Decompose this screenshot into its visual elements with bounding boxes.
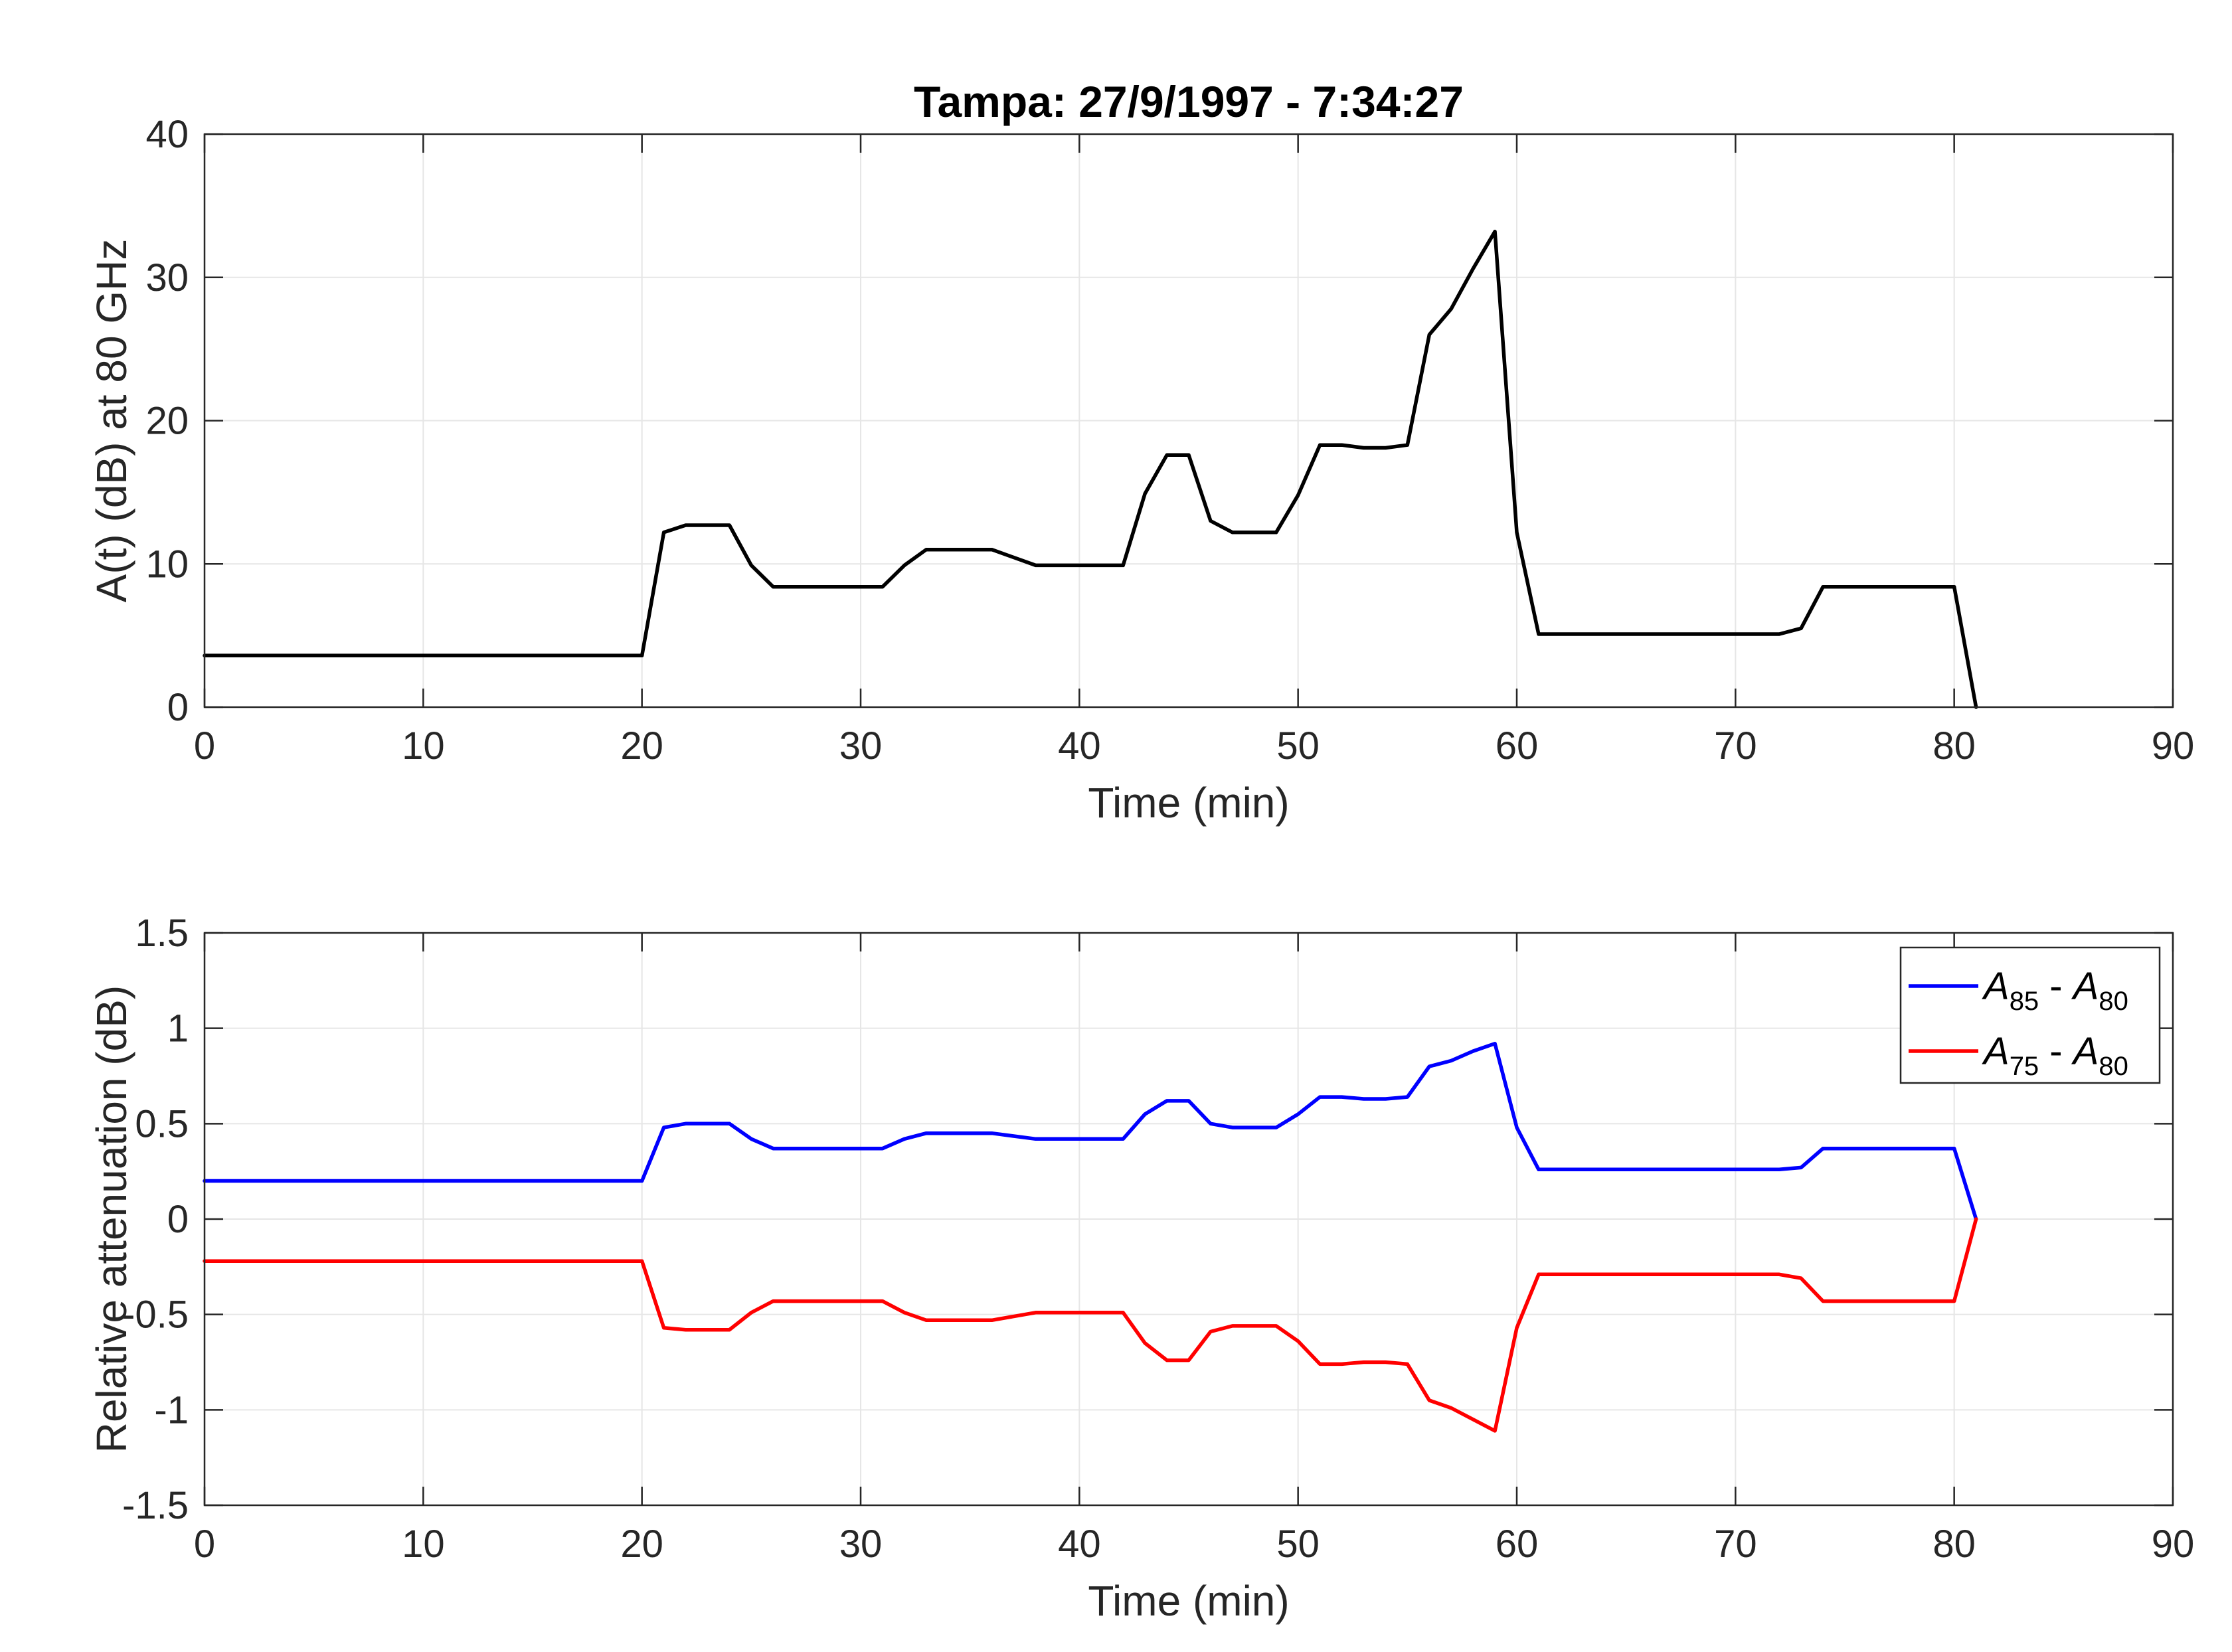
x-tick-label: 90: [2152, 1523, 2195, 1566]
x-tick-label: 60: [1496, 1523, 1539, 1566]
y-tick-label: -1.5: [122, 1484, 189, 1527]
legend-label-part: A: [1982, 965, 2010, 1008]
legend-label-part: -: [2039, 1030, 2073, 1073]
x-tick-label: 10: [402, 1523, 445, 1566]
x-axis-title: Time (min): [1088, 779, 1289, 827]
x-tick-label: 0: [194, 1523, 215, 1566]
chart-title: Tampa: 27/9/1997 - 7:34:27: [914, 77, 1464, 126]
series-line-2: [203, 1217, 1978, 1433]
x-tick-label: 80: [1932, 1523, 1976, 1566]
x-tick-label: 70: [1714, 724, 1757, 768]
legend-label-part: 85: [2010, 987, 2039, 1016]
x-tick-label: 50: [1276, 1523, 1320, 1566]
legend-label-part: -: [2039, 965, 2073, 1008]
y-tick-label: 20: [145, 400, 189, 443]
y-tick-label: 0.5: [135, 1102, 189, 1145]
y-axis-title: A(t) (dB) at 80 GHz: [88, 239, 135, 603]
x-tick-label: 40: [1058, 1523, 1101, 1566]
chart-panel-1: 0 10 20 30 40 50 60 70 80 90 0 10 20 30 40 Time (min) A(…: [88, 77, 2194, 827]
y-tick-label: 1: [167, 1007, 189, 1050]
axes-box: [203, 932, 2174, 1507]
legend-label-part: A: [2071, 965, 2099, 1008]
y-tick-label: 30: [145, 256, 189, 299]
x-tick-label: 10: [402, 724, 445, 768]
series-line-1: [203, 229, 1978, 709]
legend-label-part: A: [1982, 1030, 2010, 1073]
legend-label-1: A85 - A80: [1982, 965, 2128, 1016]
x-axis-title: Time (min): [1088, 1577, 1289, 1625]
chart-panel-2: 0 10 20 30 40 50 60 70 80 90 -1.5 -1 -0.5 0 0.5 1 1.5 Tim…: [88, 912, 2194, 1625]
x-tick-label: 60: [1496, 724, 1539, 768]
legend-label-part: A: [2071, 1030, 2099, 1073]
y-tick-label: 1.5: [135, 912, 189, 955]
y-axis-title: Relative attenuation (dB): [88, 985, 135, 1453]
legend-label-part: 75: [2010, 1052, 2039, 1081]
series-line-1: [203, 1041, 1978, 1221]
legend-label-part: 80: [2099, 987, 2128, 1016]
x-tick-label: 90: [2152, 724, 2195, 768]
y-tick-label: 40: [145, 113, 189, 156]
legend-label-2: A75 - A80: [1982, 1030, 2128, 1081]
y-tick-label: -0.5: [122, 1293, 189, 1337]
y-tick-label: 10: [145, 542, 189, 586]
x-tick-label: 30: [839, 724, 883, 768]
y-tick-label: -1: [154, 1388, 189, 1432]
legend-box: [1899, 946, 2161, 1084]
x-tick-label: 80: [1932, 724, 1976, 768]
x-tick-label: 70: [1714, 1523, 1757, 1566]
x-tick-label: 20: [620, 1523, 663, 1566]
x-tick-label: 50: [1276, 724, 1320, 768]
x-tick-label: 20: [620, 724, 663, 768]
legend-label-part: 80: [2099, 1052, 2128, 1081]
x-tick-label: 40: [1058, 724, 1101, 768]
y-tick-label: 0: [167, 686, 189, 729]
x-tick-label: 30: [839, 1523, 883, 1566]
axes-box: [203, 133, 2174, 708]
x-tick-label: 0: [194, 724, 215, 768]
y-tick-label: 0: [167, 1198, 189, 1241]
